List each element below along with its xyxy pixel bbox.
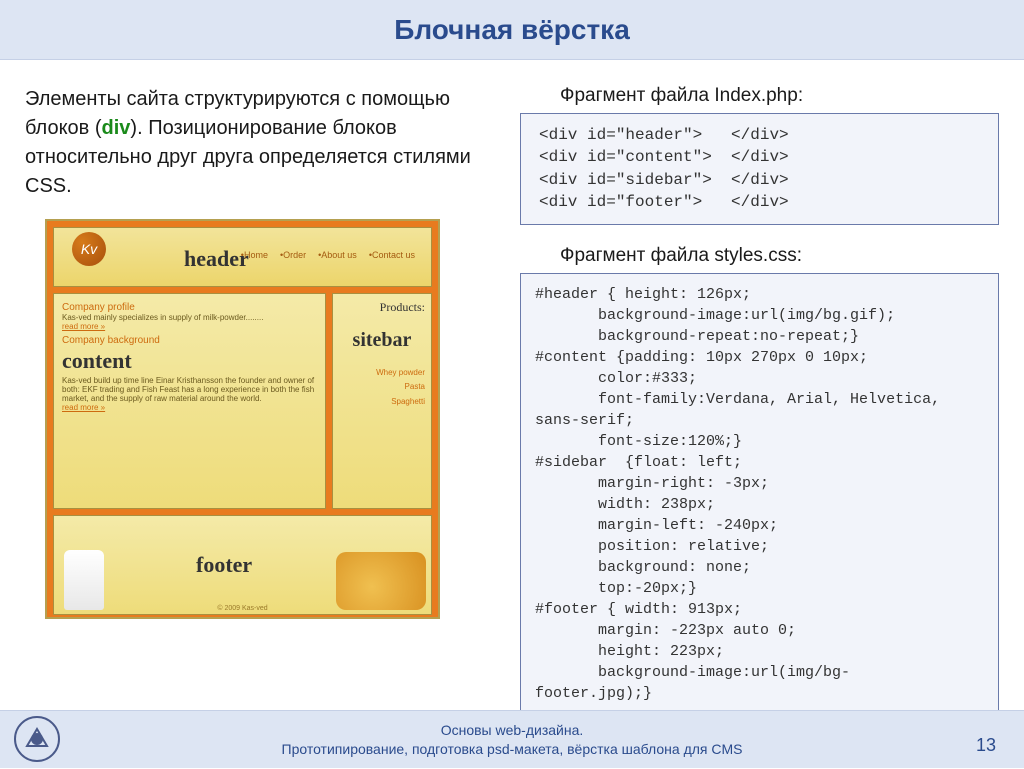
styles-css-code: #header { height: 126px; background-imag… — [520, 273, 999, 715]
profile-title: Company profile — [62, 302, 317, 313]
pasta-icon — [336, 552, 426, 610]
mockup-sidebar: Products: sitebar Whey powder Pasta Spag… — [332, 293, 432, 509]
mockup-footer-label: footer — [196, 552, 252, 578]
university-logo — [12, 714, 62, 764]
profile-text: Kas-ved mainly specializes in supply of … — [62, 313, 317, 322]
title-bar: Блочная вёрстка — [0, 0, 1024, 60]
nav-order: •Order — [280, 250, 306, 260]
intro-text: Элементы сайта структурируются с помощью… — [25, 85, 490, 201]
bg-title: Company background — [62, 335, 317, 346]
left-column: Элементы сайта структурируются с помощью… — [25, 85, 490, 715]
footer-line1: Основы web-дизайна. — [282, 721, 743, 740]
mockup-sidebar-label: sitebar — [339, 329, 425, 352]
milk-jug-icon — [64, 550, 104, 610]
readmore2: read more » — [62, 403, 317, 412]
mockup-header: Kv header •Home•Order•About us•Contact u… — [53, 227, 432, 287]
index-php-code: <div id="header"> </div> <div id="conten… — [520, 113, 999, 225]
footer-line2: Прототипирование, подготовка psd-макета,… — [282, 740, 743, 759]
mockup-copyright: © 2009 Kas-ved — [217, 605, 267, 612]
nav-contact: •Contact us — [369, 250, 415, 260]
mockup-footer: footer © 2009 Kas-ved — [53, 515, 432, 615]
page-number: 13 — [976, 735, 996, 756]
mockup-content: Company profile Kas-ved mainly specializ… — [53, 293, 326, 509]
fragment1-title: Фрагмент файла Index.php: — [560, 85, 999, 107]
mockup-content-label: content — [62, 348, 317, 374]
readmore1: read more » — [62, 322, 317, 331]
footer-bar: Основы web-дизайна. Прототипирование, по… — [0, 710, 1024, 768]
layout-mockup: Kv header •Home•Order•About us•Contact u… — [45, 219, 440, 619]
footer-text: Основы web-дизайна. Прототипирование, по… — [282, 721, 743, 759]
div-keyword: div — [102, 117, 131, 139]
bg-text: Kas-ved build up time line Einar Kristha… — [62, 376, 317, 403]
content-area: Элементы сайта структурируются с помощью… — [0, 60, 1024, 715]
nav-home: •Home — [241, 250, 268, 260]
mockup-nav: •Home •Order •About us •Contact us — [235, 250, 421, 260]
prod-1: Pasta — [339, 380, 425, 394]
right-column: Фрагмент файла Index.php: <div id="heade… — [520, 85, 999, 715]
prod-2: Spaghetti — [339, 395, 425, 409]
slide-title: Блочная вёрстка — [394, 14, 630, 46]
nav-about: •About us — [318, 250, 357, 260]
mockup-logo: Kv — [72, 232, 106, 266]
prod-0: Whey powder — [339, 366, 425, 380]
products-title: Products: — [339, 300, 425, 315]
products-list: Whey powder Pasta Spaghetti — [339, 366, 425, 409]
fragment2-title: Фрагмент файла styles.css: — [560, 245, 999, 267]
